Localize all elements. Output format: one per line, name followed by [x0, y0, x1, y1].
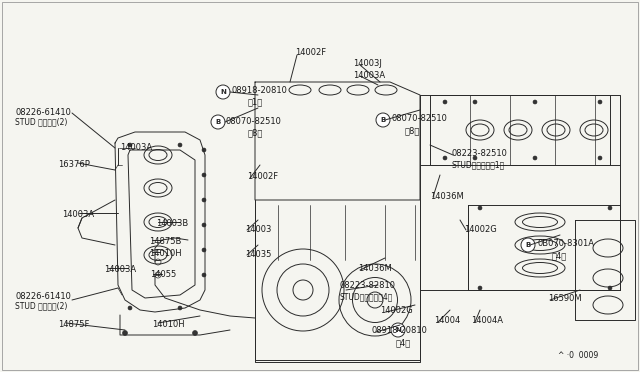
Circle shape	[128, 143, 132, 147]
Circle shape	[598, 100, 602, 104]
Text: （4）: （4）	[396, 338, 412, 347]
Text: （1）: （1）	[248, 97, 263, 106]
Text: B: B	[216, 119, 221, 125]
Text: （8）: （8）	[248, 128, 264, 137]
Circle shape	[478, 206, 482, 210]
Circle shape	[376, 113, 390, 127]
Text: 14010H: 14010H	[152, 320, 184, 329]
Text: 14004: 14004	[434, 316, 460, 325]
Text: 16590M: 16590M	[548, 294, 582, 303]
Text: 08226-61410: 08226-61410	[15, 292, 71, 301]
Circle shape	[478, 286, 482, 290]
Circle shape	[521, 238, 535, 252]
Text: 〈8〉: 〈8〉	[405, 126, 420, 135]
Text: 14003A: 14003A	[120, 143, 152, 152]
Circle shape	[443, 156, 447, 160]
Circle shape	[122, 330, 127, 336]
Text: 14003A: 14003A	[353, 71, 385, 80]
Text: 08918-20810: 08918-20810	[372, 326, 428, 335]
Text: 14055: 14055	[150, 270, 176, 279]
Circle shape	[473, 156, 477, 160]
Text: 14002G: 14002G	[464, 225, 497, 234]
Text: 14004A: 14004A	[471, 316, 503, 325]
Text: 08070-82510: 08070-82510	[226, 117, 282, 126]
Circle shape	[533, 100, 537, 104]
Text: STUDスタッド（1）: STUDスタッド（1）	[452, 160, 505, 169]
Text: STUDスタッド（4）: STUDスタッド（4）	[340, 292, 394, 301]
Circle shape	[193, 330, 198, 336]
Circle shape	[608, 206, 612, 210]
Text: 14002G: 14002G	[380, 306, 413, 315]
Text: 14003A: 14003A	[62, 210, 94, 219]
Text: 14002F: 14002F	[295, 48, 326, 57]
Text: 08226-61410: 08226-61410	[15, 108, 71, 117]
Text: 14003A: 14003A	[104, 265, 136, 274]
Text: 08223-82810: 08223-82810	[340, 281, 396, 290]
Text: 0B070-8301A: 0B070-8301A	[538, 239, 595, 248]
Circle shape	[128, 306, 132, 310]
Text: 14036M: 14036M	[430, 192, 464, 201]
Text: 08223-82510: 08223-82510	[452, 149, 508, 158]
Circle shape	[216, 85, 230, 99]
Circle shape	[202, 148, 206, 152]
Circle shape	[202, 198, 206, 202]
Circle shape	[202, 223, 206, 227]
Text: 14036M: 14036M	[358, 264, 392, 273]
Circle shape	[608, 286, 612, 290]
Circle shape	[443, 100, 447, 104]
Text: 14003: 14003	[245, 225, 271, 234]
Circle shape	[202, 248, 206, 252]
Text: B: B	[380, 117, 386, 123]
Circle shape	[533, 156, 537, 160]
Text: 14002F: 14002F	[247, 172, 278, 181]
Text: STUD スタッド(2): STUD スタッド(2)	[15, 301, 67, 310]
Text: 14003J: 14003J	[353, 59, 382, 68]
Circle shape	[178, 143, 182, 147]
Circle shape	[598, 156, 602, 160]
Circle shape	[202, 173, 206, 177]
Circle shape	[202, 273, 206, 277]
Text: STUD スタッド(2): STUD スタッド(2)	[15, 117, 67, 126]
Text: 14003B: 14003B	[156, 219, 188, 228]
Circle shape	[391, 323, 405, 337]
Text: 14010H: 14010H	[149, 249, 182, 258]
Text: N: N	[220, 89, 226, 95]
Circle shape	[211, 115, 225, 129]
Text: 14875F: 14875F	[58, 320, 90, 329]
Text: 14875B: 14875B	[149, 237, 181, 246]
Text: 14035: 14035	[245, 250, 271, 259]
Text: B: B	[525, 242, 531, 248]
Circle shape	[178, 306, 182, 310]
Text: （4）: （4）	[552, 251, 567, 260]
Text: 08918-20810: 08918-20810	[232, 86, 288, 95]
Text: 16376P: 16376P	[58, 160, 90, 169]
Text: 08070-82510: 08070-82510	[391, 114, 447, 123]
Text: ^ ·0  0009: ^ ·0 0009	[558, 351, 598, 360]
Text: N: N	[395, 327, 401, 333]
Circle shape	[473, 100, 477, 104]
